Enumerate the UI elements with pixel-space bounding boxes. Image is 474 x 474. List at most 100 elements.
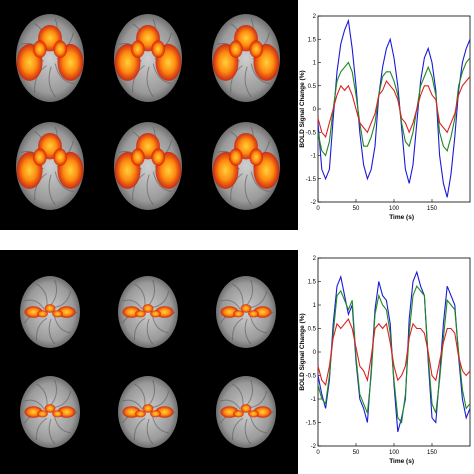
gyrus-line [220, 299, 241, 310]
series-line-1-0 [317, 270, 471, 433]
brain-1-0-1 [118, 276, 178, 348]
brain-montage-bottom [0, 250, 298, 474]
gyrus-line [48, 418, 56, 445]
gyrus-line [54, 171, 74, 192]
brain-0-0-0 [16, 14, 84, 102]
activation-blob [53, 148, 67, 166]
gyrus-line [54, 291, 72, 308]
y-tick-label: 1.5 [308, 37, 317, 43]
brain-montage-bottom-svg [20, 276, 276, 448]
gyrus-line [35, 317, 48, 341]
activation-blob [33, 40, 47, 58]
activation-blob [142, 304, 154, 313]
gyrus-line [148, 279, 156, 306]
gyrus-line [152, 63, 172, 84]
activation-blob [142, 404, 154, 413]
activation-blob [229, 40, 243, 58]
gyrus-line [48, 66, 56, 98]
gyrus-line [250, 416, 267, 434]
series-line-1-2 [317, 318, 471, 387]
gyrus-line [152, 171, 172, 192]
gyrus-line [48, 318, 56, 345]
gyrus-line [122, 399, 143, 410]
gyrus-line [244, 318, 252, 345]
activation-blob [151, 148, 165, 166]
y-tick-label: -0.5 [306, 374, 317, 380]
activation-blob [131, 148, 145, 166]
brain-1-1-1 [118, 376, 178, 448]
y-tick-label: 1 [313, 61, 317, 67]
x-tick-label: 150 [427, 206, 438, 212]
brain-1-1-2 [216, 376, 276, 448]
y-tick-label: 2 [313, 256, 317, 262]
activation-blob [233, 310, 244, 318]
x-tick-label: 100 [389, 206, 400, 212]
brain-0-0-2 [212, 14, 280, 102]
x-tick-label: 50 [353, 450, 360, 456]
activation-blob [135, 310, 146, 318]
activation-blob [240, 404, 252, 413]
brain-montage-top-svg [16, 14, 280, 210]
activation-blob [248, 310, 259, 318]
gyrus-line [54, 391, 72, 408]
gyrus-line [24, 299, 45, 310]
series-line-0-0 [317, 18, 471, 198]
y-tick-label: 2 [313, 14, 317, 20]
gyrus-line [24, 399, 45, 410]
x-tick-label: 0 [316, 206, 320, 212]
gyrus-line [250, 316, 267, 334]
activation-blob [131, 40, 145, 58]
y-tick-label: 1.5 [308, 280, 317, 286]
series-line-0-1 [317, 57, 471, 157]
gyrus-line [231, 417, 244, 441]
x-axis-label-1: Time (s) [389, 458, 414, 465]
activation-blob [249, 40, 263, 58]
activation-blob [52, 410, 63, 418]
gyrus-line [146, 418, 154, 445]
activation-blob [248, 410, 259, 418]
gyrus-line [35, 417, 48, 441]
gyrus-line [246, 379, 254, 406]
x-tick-label: 50 [353, 206, 360, 212]
gyrus-line [231, 317, 244, 341]
y-axis-label-0: BOLD Signal Change (%) [299, 70, 306, 147]
gyrus-line [134, 283, 146, 306]
brain-montage-top [0, 0, 298, 230]
x-tick-label: 0 [316, 450, 320, 456]
gyrus-line [50, 279, 58, 306]
gyrus-line [250, 171, 270, 192]
activation-blob [150, 410, 161, 418]
gyrus-line [152, 391, 170, 408]
gyrus-line [48, 174, 56, 206]
y-tick-label: -2 [311, 200, 317, 206]
activation-blob [33, 148, 47, 166]
gyrus-line [146, 318, 154, 345]
gyrus-line [244, 418, 252, 445]
x-tick-label: 100 [389, 450, 400, 456]
gyrus-line [54, 416, 71, 434]
y-tick-label: 1 [313, 303, 317, 309]
gyrus-line [250, 291, 268, 308]
y-tick-label: -2 [311, 444, 317, 450]
brain-0-1-0 [16, 122, 84, 210]
y-tick-label: 0 [313, 350, 317, 356]
series-line-0-2 [317, 76, 471, 139]
activation-blob [44, 304, 56, 313]
gyrus-line [133, 417, 146, 441]
activation-blob [233, 410, 244, 418]
activation-blob [44, 404, 56, 413]
gyrus-line [152, 316, 169, 334]
y-tick-label: 0.5 [308, 327, 317, 333]
gyrus-line [50, 379, 58, 406]
brain-1-0-2 [216, 276, 276, 348]
brain-0-1-2 [212, 122, 280, 210]
gyrus-line [36, 283, 48, 306]
gyrus-line [250, 391, 268, 408]
brain-1-1-0 [20, 376, 80, 448]
gyrus-line [232, 283, 244, 306]
activation-blob [151, 40, 165, 58]
y-tick-label: -1 [311, 154, 317, 160]
y-tick-label: -0.5 [306, 130, 317, 136]
activation-blob [53, 40, 67, 58]
activation-blob [249, 148, 263, 166]
